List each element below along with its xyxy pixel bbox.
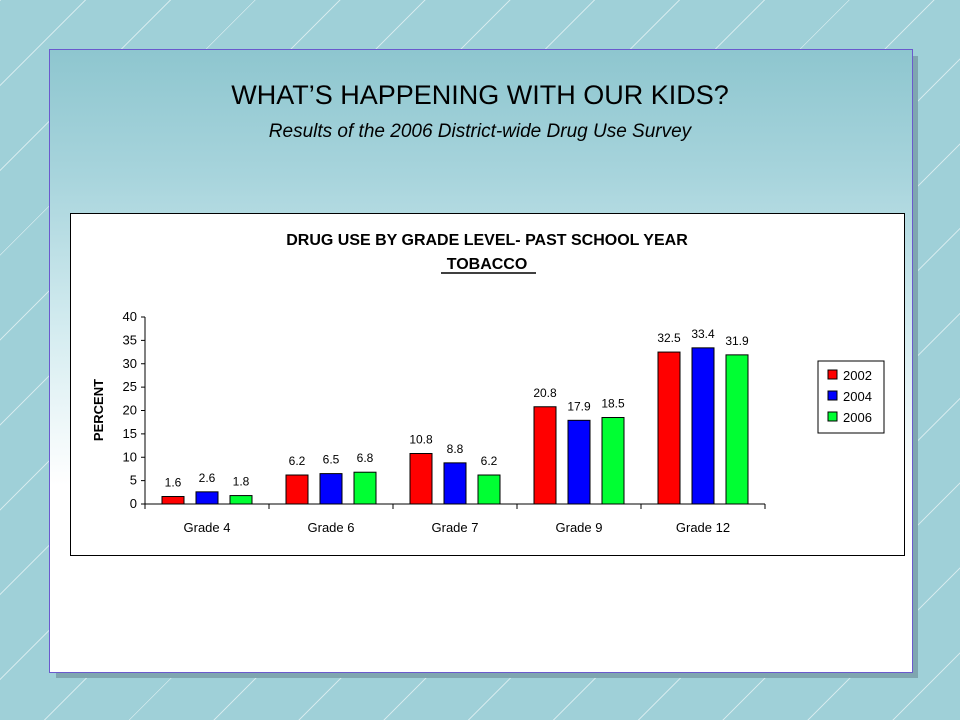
bar-2002: [285, 474, 309, 505]
data-label: 6.2: [289, 454, 306, 468]
x-tick-label: Grade 7: [432, 520, 479, 535]
data-label: 32.5: [657, 331, 681, 345]
y-tick-label: 40: [123, 309, 137, 324]
data-label: 8.8: [447, 442, 464, 456]
data-label: 6.8: [357, 451, 374, 465]
data-label: 33.4: [691, 327, 715, 341]
y-tick-label: 5: [130, 473, 137, 488]
legend-swatch-2006: [827, 411, 838, 422]
chart-title: DRUG USE BY GRADE LEVEL- PAST SCHOOL YEA…: [286, 232, 688, 249]
bar-2006: [353, 471, 377, 505]
legend-label: 2004: [843, 389, 872, 404]
x-tick-label: Grade 12: [676, 520, 730, 535]
slide-subtitle: Results of the 2006 District-wide Drug U…: [268, 121, 692, 142]
bar-2004: [443, 462, 467, 505]
bar-2004: [319, 473, 343, 505]
y-tick-label: 0: [130, 496, 137, 511]
y-tick-label: 10: [123, 449, 137, 464]
data-label: 10.8: [409, 433, 433, 447]
data-label: 1.8: [233, 475, 250, 489]
bar-2004: [195, 491, 219, 505]
bar-2006: [229, 495, 253, 505]
data-label: 17.9: [567, 399, 591, 413]
data-label: 6.2: [481, 454, 498, 468]
y-tick-label: 25: [123, 379, 137, 394]
bar-2006: [477, 474, 501, 505]
legend-swatch-2004: [827, 390, 838, 401]
x-tick-label: Grade 9: [556, 520, 603, 535]
x-tick-label: Grade 6: [308, 520, 355, 535]
legend-label: 2006: [843, 410, 872, 425]
slide-title: WHAT’S HAPPENING WITH OUR KIDS?: [231, 80, 729, 110]
bar-2006: [725, 354, 749, 505]
bar-2004: [567, 419, 591, 505]
data-label: 20.8: [533, 386, 557, 400]
data-label: 1.6: [165, 476, 182, 490]
data-label: 6.5: [323, 453, 340, 467]
data-label: 31.9: [725, 334, 749, 348]
legend-label: 2002: [843, 368, 872, 383]
x-tick-label: Grade 4: [184, 520, 231, 535]
y-tick-label: 35: [123, 332, 137, 347]
bar-2002: [161, 496, 185, 505]
bar-2006: [601, 417, 625, 505]
bar-2004: [691, 347, 715, 505]
bar-2002: [657, 351, 681, 505]
bar-2002: [409, 453, 433, 505]
chart-subtitle: TOBACCO: [447, 256, 528, 273]
legend-swatch-2002: [827, 369, 838, 380]
y-tick-label: 20: [123, 403, 137, 418]
data-label: 2.6: [199, 471, 216, 485]
y-tick-label: 30: [123, 356, 137, 371]
y-tick-label: 15: [123, 426, 137, 441]
bar-2002: [533, 406, 557, 505]
y-axis-label: PERCENT: [91, 379, 106, 441]
data-label: 18.5: [601, 397, 625, 411]
